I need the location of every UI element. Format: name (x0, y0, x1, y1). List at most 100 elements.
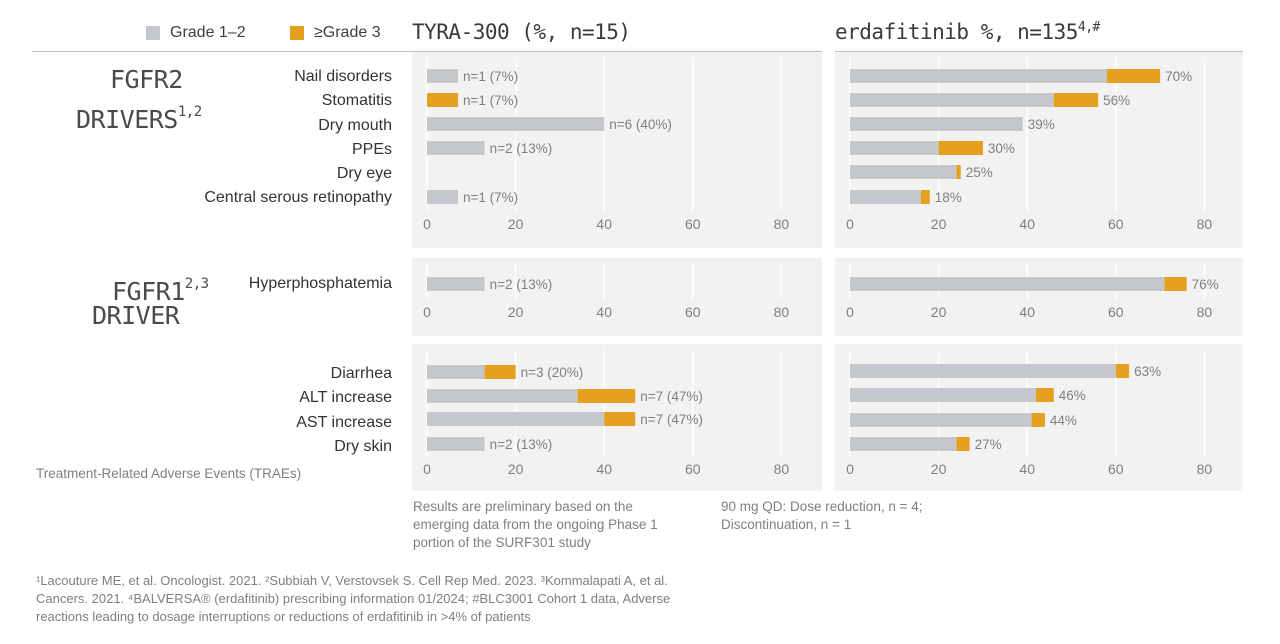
chart-svg: 76% 0 20 40 60 80 (846, 264, 1219, 320)
tick-label: 20 (508, 216, 524, 232)
tick-label: 40 (596, 216, 612, 232)
data-label: n=7 (47%) (640, 389, 703, 404)
tyra-fgfr1-chart: n=2 (13%) 0 20 40 60 80 (412, 258, 822, 336)
cat-dry-eye: Dry eye (336, 165, 392, 182)
data-label: 18% (935, 190, 962, 205)
tick-label: 60 (685, 461, 701, 477)
chart-svg: n=1 (7%) n=1 (7%) n=6 (40%) n=2 (13%) n=1 (7… (423, 58, 790, 232)
bar-grade3 (1036, 388, 1054, 402)
chart-svg: 63% 46% 44% 27% 0 20 40 60 80 (846, 350, 1212, 477)
bar-grade3 (1106, 69, 1161, 83)
bar-grade3 (956, 165, 961, 179)
tick-label: 20 (931, 461, 947, 477)
data-label: n=3 (20%) (521, 365, 584, 380)
tick-label: 40 (596, 461, 612, 477)
tick-label: 40 (1019, 304, 1035, 320)
footnotes: ¹Lacouture ME, et al. Oncologist. 2021. … (36, 572, 670, 626)
bar-grade12 (427, 389, 578, 403)
tick-label: 80 (1197, 304, 1213, 320)
data-label: n=1 (7%) (463, 69, 518, 84)
tick-label: 20 (931, 216, 947, 232)
bar-grade3 (1164, 277, 1187, 291)
note-right: 90 mg QD: Dose reduction, n = 4; Discont… (721, 498, 922, 534)
data-label: 76% (1192, 277, 1219, 292)
footnote-line: reactions leading to dosage interruption… (36, 609, 531, 624)
note-left: Results are preliminary based on the eme… (413, 498, 658, 552)
legend-grade12: Grade 1–2 (146, 24, 246, 42)
bar-grade12 (850, 277, 1165, 291)
legend-grade3-swatch (290, 26, 304, 40)
data-label: 44% (1050, 413, 1077, 428)
tick-label: 80 (774, 216, 790, 232)
cat-alt-increase: ALT increase (299, 389, 392, 406)
fgfr1-driver-word: FGFR1 (112, 277, 185, 306)
cat-ppes: PPEs (351, 141, 392, 158)
bar-grade12 (850, 437, 957, 451)
bar-grade12 (427, 437, 485, 451)
tick-label: 40 (1019, 216, 1035, 232)
cat-diarrhea: Diarrhea (330, 365, 392, 382)
data-label: n=2 (13%) (490, 141, 553, 156)
data-label: 63% (1134, 364, 1161, 379)
data-label: 27% (975, 437, 1002, 452)
tyra-other-chart: n=3 (20%) n=7 (47%) n=7 (47%) n=2 (13%) 0 20 4… (412, 344, 822, 491)
tick-label: 80 (774, 461, 790, 477)
tick-label: 80 (1197, 216, 1213, 232)
fgfr2-driver-line1: FGFR2 (110, 65, 183, 94)
fgfr2-driver-sup: 1,2 (177, 104, 202, 120)
bar-grade3 (1053, 93, 1099, 107)
tyra-header: TYRA-300 (%, n=15) (412, 20, 631, 44)
chart-svg: n=3 (20%) n=7 (47%) n=7 (47%) n=2 (13%) 0 20 4… (423, 350, 790, 477)
note-left-line: Results are preliminary based on the (413, 499, 633, 514)
erdafitinib-header-sup: 4,# (1077, 20, 1100, 35)
tick-label: 60 (1108, 216, 1124, 232)
tyra-fgfr2-chart: n=1 (7%) n=1 (7%) n=6 (40%) n=2 (13%) n=1 (7… (412, 52, 822, 248)
bar-grade3 (577, 389, 636, 403)
bar-grade12 (850, 69, 1107, 83)
tick-label: 0 (846, 304, 854, 320)
footnote-line: ¹Lacouture ME, et al. Oncologist. 2021. … (36, 573, 668, 588)
tick-label: 0 (423, 304, 431, 320)
tick-label: 40 (1019, 461, 1035, 477)
bar-grade3 (604, 412, 636, 426)
tick-label: 80 (774, 304, 790, 320)
cat-ast-increase: AST increase (296, 414, 392, 431)
tick-label: 20 (508, 461, 524, 477)
tick-label: 40 (596, 304, 612, 320)
data-label: n=6 (40%) (609, 117, 672, 132)
tick-label: 0 (423, 461, 431, 477)
bar-grade12 (850, 388, 1037, 402)
header-rule-right (835, 51, 1243, 52)
bar-grade12 (427, 117, 605, 131)
legend-grade3: ≥Grade 3 (290, 24, 381, 42)
tick-label: 0 (846, 216, 854, 232)
tick-label: 60 (1108, 461, 1124, 477)
bar-grade12 (850, 413, 1032, 427)
trae-label: Treatment-Related Adverse Events (TRAEs) (36, 466, 302, 481)
chart-svg: 70% 56% 39% 30% 25% 18% 0 20 40 60 80 (846, 58, 1213, 232)
tick-label: 60 (1108, 304, 1124, 320)
data-label: n=1 (7%) (463, 190, 518, 205)
legend-grade12-swatch (146, 26, 160, 40)
cat-central-serous-retinopathy: Central serous retinopathy (204, 189, 392, 206)
erdafitinib-fgfr1-chart: 76% 0 20 40 60 80 (835, 258, 1243, 336)
data-label: 25% (966, 165, 993, 180)
note-left-line: emerging data from the ongoing Phase 1 (413, 517, 658, 532)
bar-grade12 (427, 69, 459, 83)
data-label: 46% (1059, 388, 1086, 403)
bar-grade12 (427, 365, 485, 379)
bar-grade3 (956, 437, 970, 451)
fgfr1-driver-line2: DRIVER (92, 301, 180, 330)
legend-grade3-label: ≥Grade 3 (314, 24, 381, 41)
data-label: 56% (1103, 93, 1130, 108)
data-label: n=2 (13%) (490, 277, 553, 292)
chart-svg: n=2 (13%) 0 20 40 60 80 (423, 264, 790, 320)
data-label: n=2 (13%) (490, 437, 553, 452)
bar-grade12 (427, 277, 485, 291)
fgfr2-driver-line2: DRIVERS1,2 (76, 96, 202, 136)
footnote-line: Cancers. 2021. ⁴BALVERSA® (erdafitinib) … (36, 591, 671, 606)
data-label: 70% (1165, 69, 1192, 84)
tick-label: 20 (931, 304, 947, 320)
bar-grade12 (850, 117, 1023, 131)
data-label: 30% (988, 141, 1015, 156)
